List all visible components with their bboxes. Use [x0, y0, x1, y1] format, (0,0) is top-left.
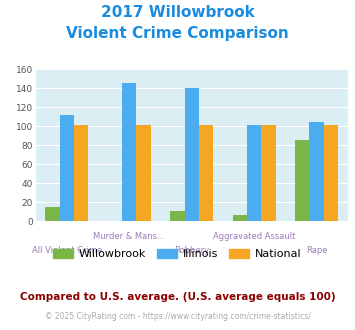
Text: Aggravated Assault: Aggravated Assault [213, 232, 295, 241]
Bar [199, 125, 213, 221]
Bar [310, 122, 324, 221]
Bar [136, 125, 151, 221]
Bar [295, 141, 310, 221]
Text: Compared to U.S. average. (U.S. average equals 100): Compared to U.S. average. (U.S. average … [20, 292, 335, 302]
Bar [45, 207, 60, 221]
Legend: Willowbrook, Illinois, National: Willowbrook, Illinois, National [49, 244, 306, 263]
Bar [247, 125, 261, 221]
Bar [261, 125, 276, 221]
Bar [185, 88, 199, 221]
Bar [60, 115, 74, 221]
Bar [122, 82, 136, 221]
Bar [170, 211, 185, 221]
Text: © 2025 CityRating.com - https://www.cityrating.com/crime-statistics/: © 2025 CityRating.com - https://www.city… [45, 312, 310, 321]
Bar [324, 125, 338, 221]
Text: 2017 Willowbrook: 2017 Willowbrook [100, 5, 255, 20]
Text: Robbery: Robbery [174, 246, 209, 255]
Bar [74, 125, 88, 221]
Bar [233, 215, 247, 221]
Text: Murder & Mans...: Murder & Mans... [93, 232, 165, 241]
Text: Violent Crime Comparison: Violent Crime Comparison [66, 26, 289, 41]
Text: Rape: Rape [306, 246, 327, 255]
Text: All Violent Crime: All Violent Crime [32, 246, 102, 255]
